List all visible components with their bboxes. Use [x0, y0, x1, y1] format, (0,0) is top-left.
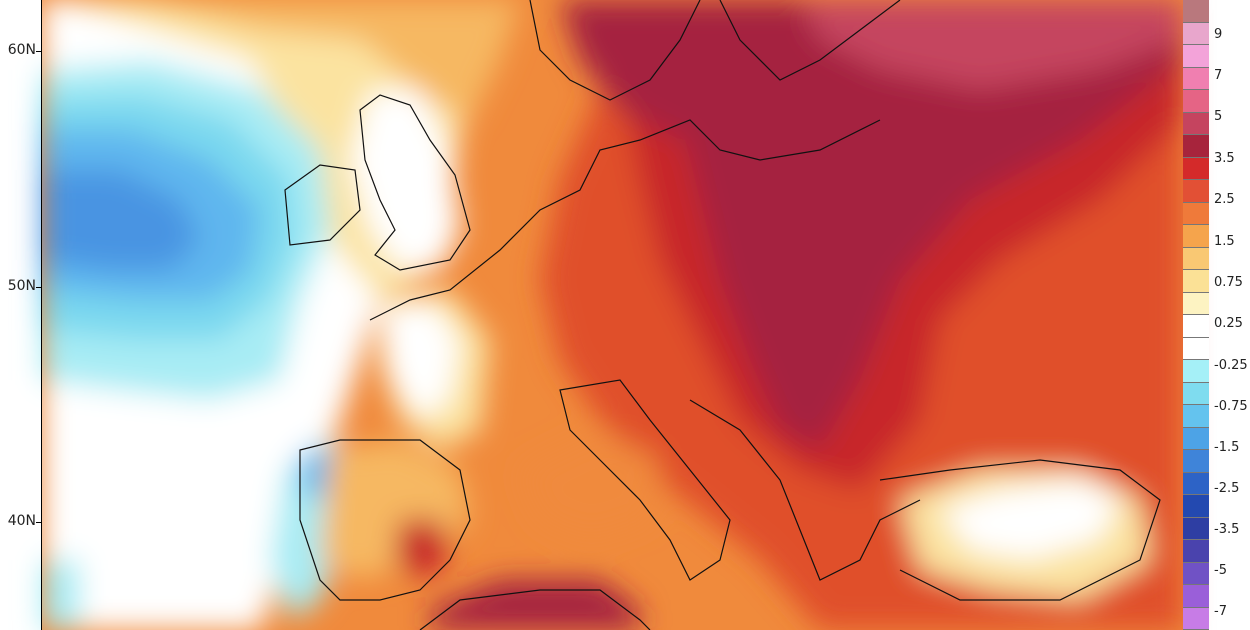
legend-label-0-25: 0.25 — [1214, 316, 1243, 331]
baltic-coast — [719, 0, 901, 81]
legend-swatch — [1183, 247, 1209, 270]
legend-label-neg-5: -5 — [1214, 563, 1227, 578]
central-europe-deep-warm — [660, 0, 1183, 450]
legend-swatch — [1183, 405, 1209, 428]
italy-coast — [559, 379, 731, 581]
legend-swatch — [1183, 90, 1209, 113]
atlantic-light-orange — [90, 0, 520, 120]
adriatic-light-orange — [520, 430, 660, 540]
legend-swatch — [1183, 157, 1209, 180]
france-white-area — [380, 300, 460, 420]
northeast-magenta — [800, 0, 1183, 90]
ireland-coast — [284, 164, 361, 246]
legend-swatch — [1183, 427, 1209, 450]
balkans-coast — [689, 399, 921, 581]
legend-label-neg-7: -7 — [1214, 604, 1227, 619]
legend-swatch — [1183, 315, 1209, 338]
legend-label-neg-0-75: -0.75 — [1214, 399, 1248, 414]
legend-label-2-5: 2.5 — [1214, 192, 1235, 207]
legend-swatch — [1183, 382, 1209, 405]
legend-label-neg-3-5: -3.5 — [1214, 522, 1240, 537]
continental-coast — [369, 119, 881, 321]
legend-label-neg-0-25: -0.25 — [1214, 358, 1248, 373]
legend-swatch — [1183, 180, 1209, 203]
color-scale-legend: 9 7 5 3.5 2.5 1.5 0.75 0.25 -0.25 -0.75 … — [1183, 0, 1250, 630]
legend-label-neg-1-5: -1.5 — [1214, 440, 1240, 455]
legend-swatch — [1183, 607, 1209, 630]
legend-swatch — [1183, 517, 1209, 540]
legend-swatch — [1183, 112, 1209, 135]
legend-swatch — [1183, 270, 1209, 293]
latitude-tick-60n — [36, 51, 42, 52]
iberia-south-red — [395, 520, 450, 580]
legend-swatch — [1183, 472, 1209, 495]
latitude-label-40n: 40N — [7, 513, 36, 529]
legend-swatch — [1183, 585, 1209, 608]
turkey-coast — [879, 459, 1161, 601]
legend-swatch — [1183, 225, 1209, 248]
legend-swatch — [1183, 67, 1209, 90]
north-africa-coast — [419, 589, 651, 630]
legend-label-0-75: 0.75 — [1214, 275, 1243, 290]
legend-label-5: 5 — [1214, 109, 1223, 124]
north-africa-deep-warm — [430, 580, 640, 630]
latitude-label-50n: 50N — [7, 278, 36, 294]
legend-swatch — [1183, 202, 1209, 225]
legend-label-7: 7 — [1214, 68, 1223, 83]
atlantic-deep-blue — [42, 170, 200, 270]
british-isles-coast — [359, 94, 471, 271]
britain-white-area — [350, 90, 460, 270]
legend-label-3-5: 3.5 — [1214, 151, 1235, 166]
legend-swatch — [1183, 0, 1209, 23]
legend-label-9: 9 — [1214, 27, 1223, 42]
latitude-tick-40n — [36, 522, 42, 523]
latitude-label-60n: 60N — [7, 42, 36, 58]
scandinavia-deep-warm — [560, 0, 800, 140]
scandinavia-coast — [529, 0, 701, 101]
latitude-tick-50n — [36, 287, 42, 288]
legend-swatch — [1183, 495, 1209, 518]
legend-swatch — [1183, 540, 1209, 563]
legend-label-neg-2-5: -2.5 — [1214, 481, 1240, 496]
coastlines — [284, 0, 1161, 630]
legend-swatch — [1183, 45, 1209, 68]
legend-swatch — [1183, 22, 1209, 45]
legend-label-1-5: 1.5 — [1214, 234, 1235, 249]
legend-swatch — [1183, 562, 1209, 585]
legend-swatch — [1183, 360, 1209, 383]
legend-swatch — [1183, 292, 1209, 315]
legend-swatch — [1183, 337, 1209, 360]
turkey-white-area — [940, 480, 1120, 560]
legend-swatch — [1183, 135, 1209, 158]
iberia-coast — [299, 439, 471, 601]
legend-swatch — [1183, 450, 1209, 473]
southwest-cyan-area — [42, 560, 80, 630]
